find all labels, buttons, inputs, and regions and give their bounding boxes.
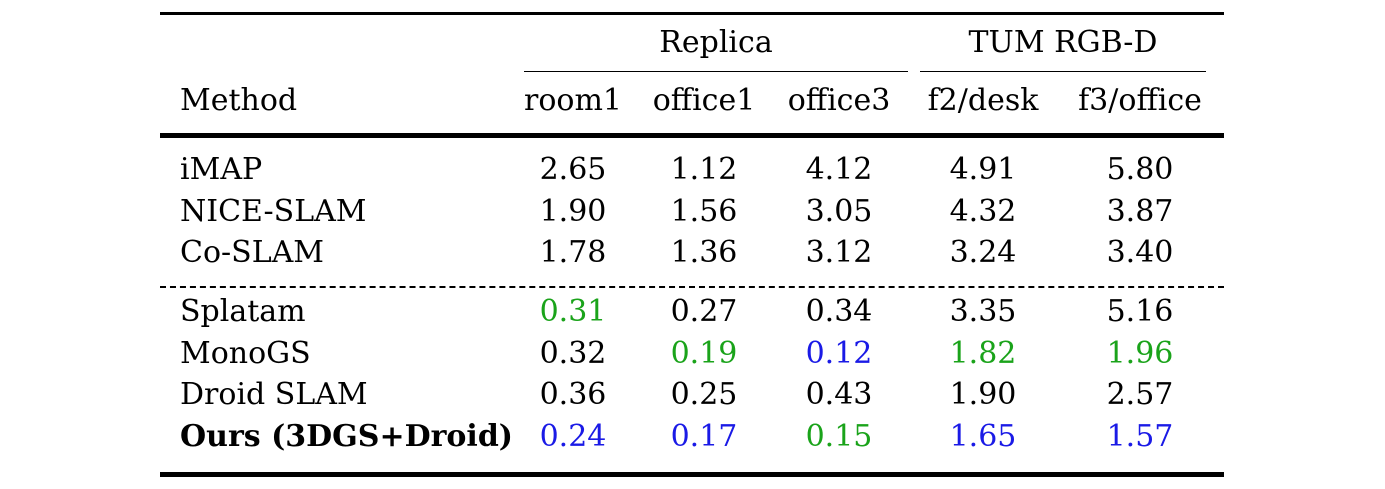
- table-cell: 1.90: [949, 377, 1017, 412]
- table-cell: 5.16: [1106, 294, 1174, 329]
- row-method-label: iMAP: [180, 152, 263, 187]
- section-separator: [160, 286, 1224, 288]
- table-cell: 0.32: [539, 335, 607, 371]
- col-header-office3: office3: [787, 83, 891, 118]
- method-header: Method: [180, 83, 298, 118]
- group-header-replica: Replica: [659, 25, 773, 60]
- bottom-rule: [160, 472, 1224, 477]
- table-cell: 2.57: [1106, 377, 1174, 412]
- table-cell: 3.05: [805, 193, 873, 229]
- table-cell: 3.12: [805, 235, 873, 270]
- header-rule: [160, 133, 1224, 138]
- row-method-label: Co-SLAM: [180, 235, 325, 270]
- table-cell: 0.27: [670, 294, 738, 329]
- table-cell: 3.24: [949, 235, 1017, 270]
- table-cell: 1.82: [949, 335, 1017, 371]
- table-cell: 3.87: [1106, 193, 1174, 229]
- row-method-label: Ours (3DGS+Droid): [180, 418, 513, 454]
- table-cell: 1.78: [539, 235, 607, 270]
- table-cell: 0.19: [670, 335, 738, 371]
- table-cell: 0.43: [805, 377, 873, 412]
- row-method-label: NICE-SLAM: [180, 193, 367, 229]
- table-cell: 1.56: [670, 193, 738, 229]
- group-header-tum: TUM RGB-D: [968, 25, 1158, 60]
- table-cell: 0.34: [805, 294, 873, 329]
- table-cell: 0.15: [805, 418, 873, 454]
- table-cell: 0.31: [539, 294, 607, 329]
- table-cell: 1.57: [1106, 418, 1174, 454]
- table-cell: 1.96: [1106, 335, 1174, 371]
- tum-underline: [920, 71, 1206, 72]
- col-header-office1: office1: [652, 83, 756, 118]
- table-cell: 1.12: [670, 152, 738, 187]
- table-cell: 1.90: [539, 193, 607, 229]
- table-cell: 4.91: [949, 152, 1017, 187]
- top-rule: [160, 12, 1224, 15]
- row-method-label: MonoGS: [180, 335, 311, 371]
- row-method-label: Droid SLAM: [180, 377, 368, 412]
- table-cell: 1.36: [670, 235, 738, 270]
- table-cell: 5.80: [1106, 152, 1174, 187]
- table-cell: 1.65: [949, 418, 1017, 454]
- table-cell: 3.35: [949, 294, 1017, 329]
- table-cell: 4.12: [805, 152, 873, 187]
- table-cell: 0.25: [670, 377, 738, 412]
- table-cell: 0.36: [539, 377, 607, 412]
- col-header-room1: room1: [524, 83, 622, 118]
- table-cell: 3.40: [1106, 235, 1174, 270]
- table-cell: 0.12: [805, 335, 873, 371]
- table-cell: 0.17: [670, 418, 738, 454]
- col-header-f3-office: f3/office: [1078, 83, 1202, 118]
- row-method-label: Splatam: [180, 294, 306, 329]
- table-cell: 0.24: [539, 418, 607, 454]
- table-cell: 4.32: [949, 193, 1017, 229]
- col-header-f2-desk: f2/desk: [927, 83, 1039, 118]
- table-cell: 2.65: [539, 152, 607, 187]
- replica-underline: [524, 71, 908, 72]
